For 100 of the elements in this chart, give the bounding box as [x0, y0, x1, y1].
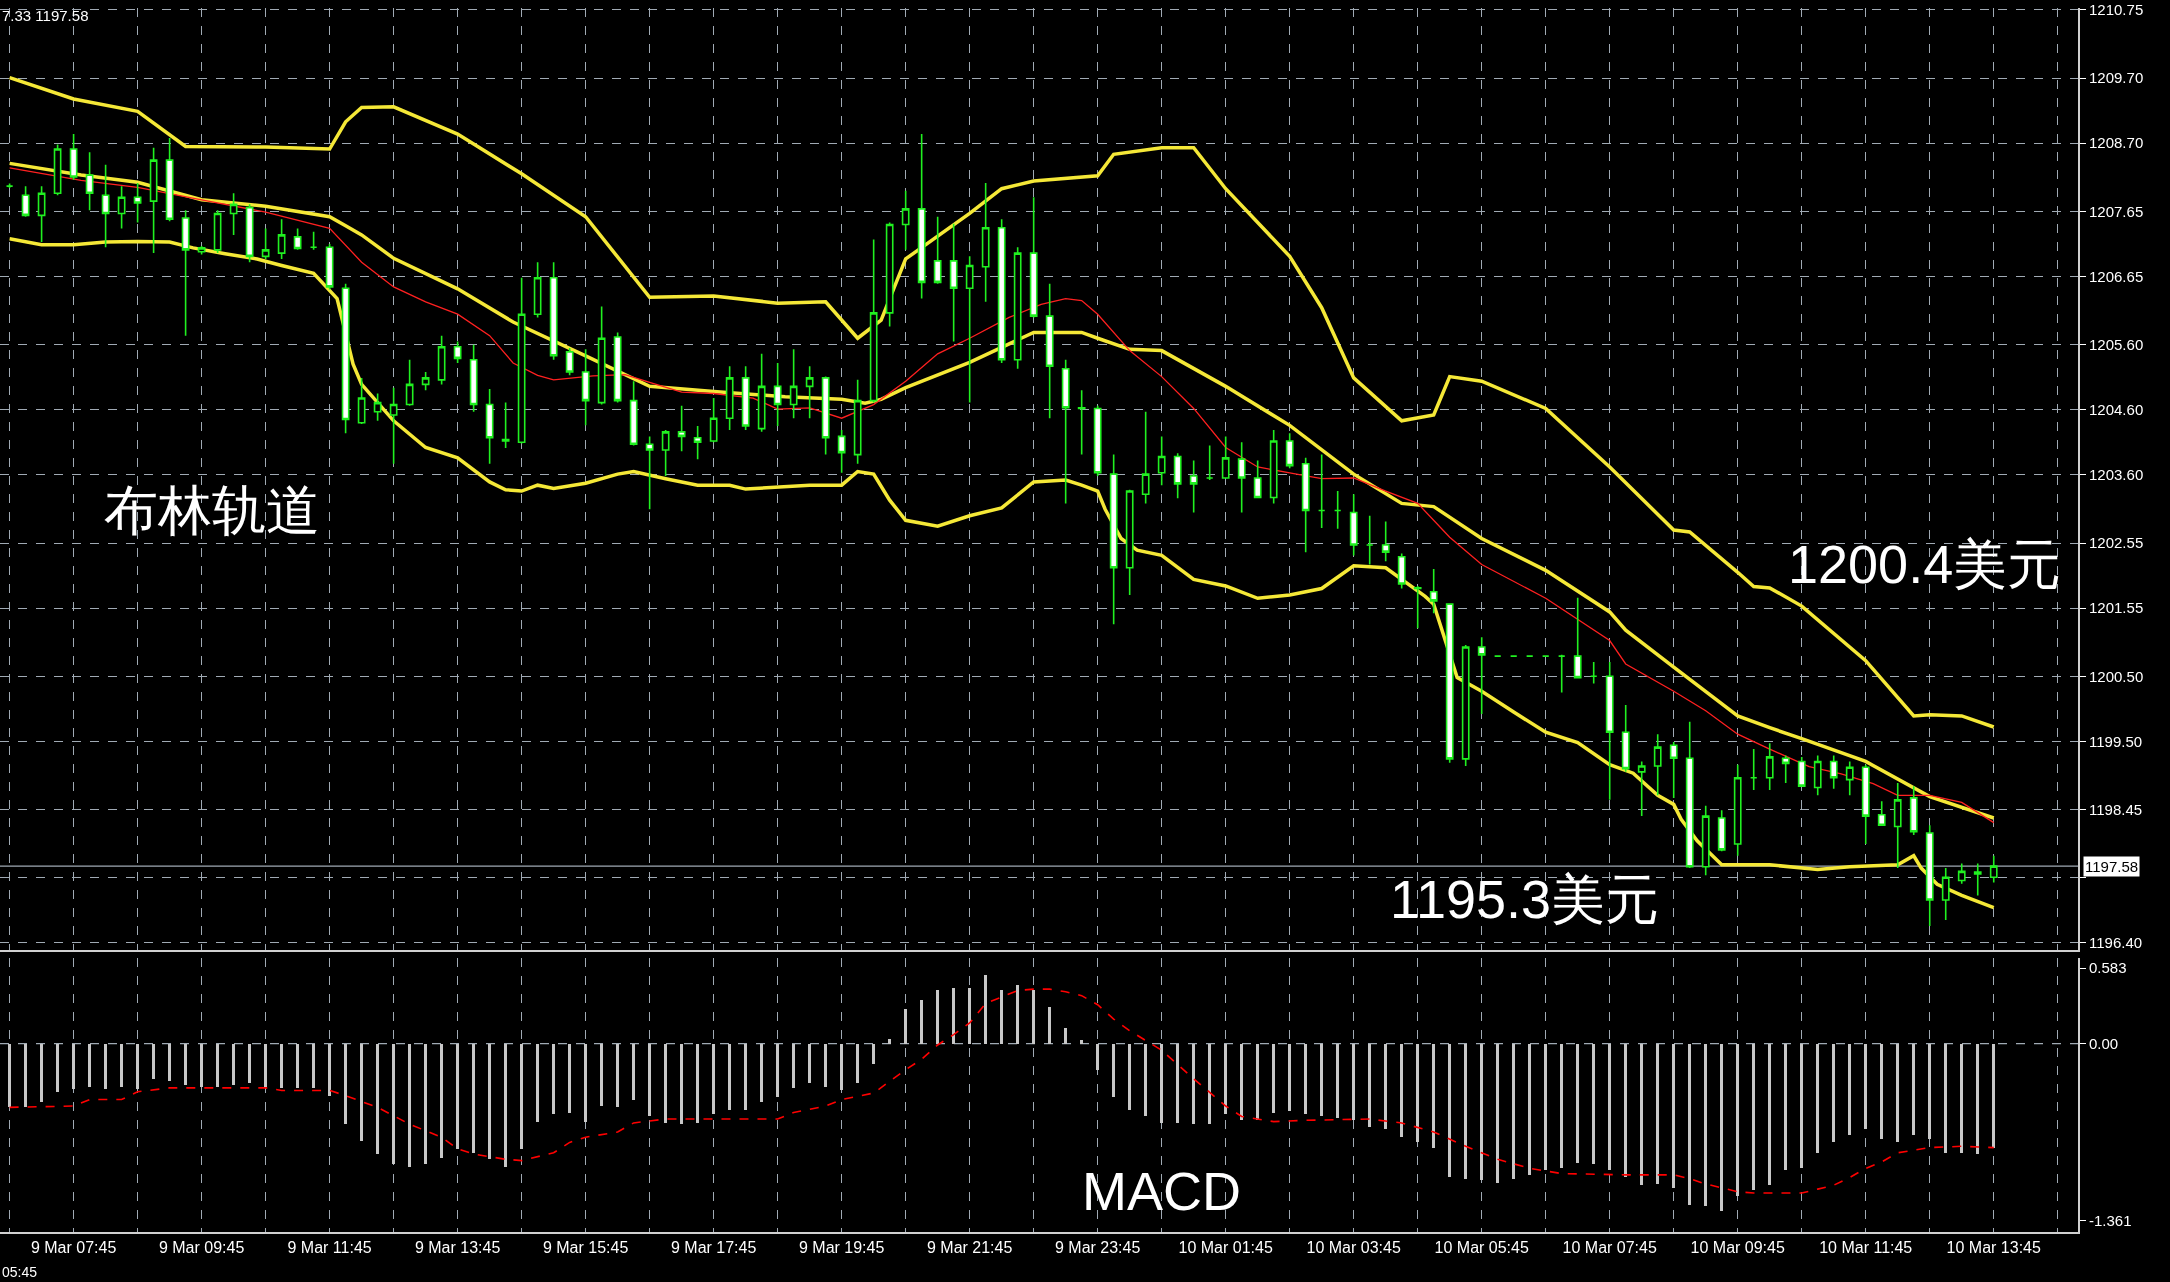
- x-tick-label: 9 Mar 19:45: [798, 1239, 885, 1257]
- candlestick: [277, 218, 286, 260]
- bar: [696, 1044, 699, 1123]
- candlestick: [1221, 435, 1230, 480]
- candlestick: [1925, 824, 1934, 927]
- y-tick-label: 1204.60: [2089, 401, 2144, 419]
- candlestick: [1605, 661, 1614, 801]
- bar: [584, 1044, 587, 1122]
- candlestick: [149, 146, 158, 254]
- bar: [120, 1044, 123, 1087]
- bar: [1976, 1044, 1979, 1154]
- bar: [1528, 1044, 1531, 1175]
- bar: [1832, 1044, 1835, 1142]
- candlestick: [1877, 800, 1886, 826]
- bar: [728, 1044, 731, 1110]
- candlestick: [645, 435, 654, 511]
- bar: [1880, 1044, 1883, 1139]
- candlestick: [181, 209, 190, 337]
- candlestick: [1621, 704, 1630, 773]
- candlestick: [69, 133, 78, 181]
- bar: [1992, 1044, 1995, 1148]
- y-tick-label: 1199.50: [2089, 732, 2143, 750]
- y-tick-label: 0.00: [2089, 1034, 2119, 1052]
- bar: [984, 975, 987, 1044]
- bar: [1560, 1044, 1563, 1168]
- candlestick: [1397, 552, 1406, 590]
- bar: [872, 1044, 875, 1064]
- candlestick: [1253, 459, 1262, 499]
- bar: [968, 988, 971, 1044]
- candlestick: [693, 425, 702, 460]
- candlestick: [1141, 410, 1150, 505]
- text: 05:45: [2, 1264, 38, 1280]
- candlestick: [805, 365, 814, 420]
- y-tick-label: 1209.70: [2089, 69, 2144, 87]
- y-tick-label: 1198.45: [2089, 800, 2143, 818]
- bar: [1000, 990, 1003, 1044]
- candlestick: [501, 401, 510, 449]
- candlestick: [981, 182, 990, 303]
- bar: [616, 1044, 619, 1107]
- candlestick: [229, 192, 238, 236]
- candlestick: [629, 380, 638, 447]
- bar: [1144, 1044, 1147, 1116]
- bar: [456, 1044, 459, 1149]
- bar: [1704, 1044, 1707, 1206]
- bar: [1656, 1044, 1659, 1184]
- candlestick: [1797, 756, 1806, 788]
- candlestick: [1205, 444, 1214, 481]
- y-tick-label: 1207.65: [2089, 202, 2144, 220]
- candlestick: [821, 375, 830, 456]
- candlestick: [869, 238, 878, 404]
- bar: [856, 1044, 859, 1083]
- bar: [1576, 1044, 1579, 1163]
- candlestick: [1045, 282, 1054, 420]
- bar: [840, 1044, 843, 1090]
- bar: [200, 1044, 203, 1087]
- bar: [488, 1044, 491, 1159]
- candlestick: [1909, 785, 1918, 836]
- bar: [392, 1044, 395, 1164]
- candlestick: [21, 185, 30, 218]
- bar: [1928, 1044, 1931, 1139]
- candlestick: [1413, 585, 1422, 629]
- candlestick: [421, 371, 430, 392]
- bar: [360, 1044, 363, 1141]
- annotation: 布林轨道: [104, 480, 320, 540]
- bar: [1096, 1044, 1099, 1070]
- candlestick: [341, 282, 350, 434]
- candlestick: [789, 348, 798, 420]
- candlestick: [837, 429, 846, 474]
- candlestick: [773, 362, 782, 427]
- bar: [104, 1044, 107, 1089]
- candlestick: [1637, 760, 1646, 817]
- candlestick: [1333, 490, 1342, 530]
- candlestick: [1589, 661, 1598, 685]
- candlestick: [1669, 741, 1678, 799]
- candlestick: [1237, 441, 1246, 514]
- bar: [1288, 1044, 1291, 1111]
- bar: [936, 990, 939, 1044]
- x-tick-label: 10 Mar 03:45: [1306, 1239, 1401, 1257]
- candlestick: [165, 137, 174, 223]
- bar: [1336, 1044, 1339, 1118]
- x-tick-label: 9 Mar 09:45: [158, 1239, 245, 1257]
- candlestick: [245, 203, 254, 263]
- candlestick: [1973, 862, 1982, 897]
- x-tick-label: 10 Mar 13:45: [1946, 1239, 2041, 1257]
- candlestick: [661, 429, 670, 477]
- bar: [1848, 1044, 1851, 1135]
- candlestick: [1861, 763, 1870, 845]
- bar: [824, 1044, 827, 1087]
- bar: [1208, 1044, 1211, 1124]
- bar: [1160, 1044, 1163, 1123]
- bar: [504, 1044, 507, 1167]
- bar: [1128, 1044, 1131, 1110]
- candlestick: [101, 163, 110, 249]
- bar: [1544, 1044, 1547, 1170]
- bar: [1016, 985, 1019, 1044]
- bar: [296, 1044, 299, 1088]
- bar: [1224, 1044, 1227, 1114]
- bar: [1240, 1044, 1243, 1120]
- bar: [904, 1009, 907, 1044]
- candlestick: [325, 243, 334, 291]
